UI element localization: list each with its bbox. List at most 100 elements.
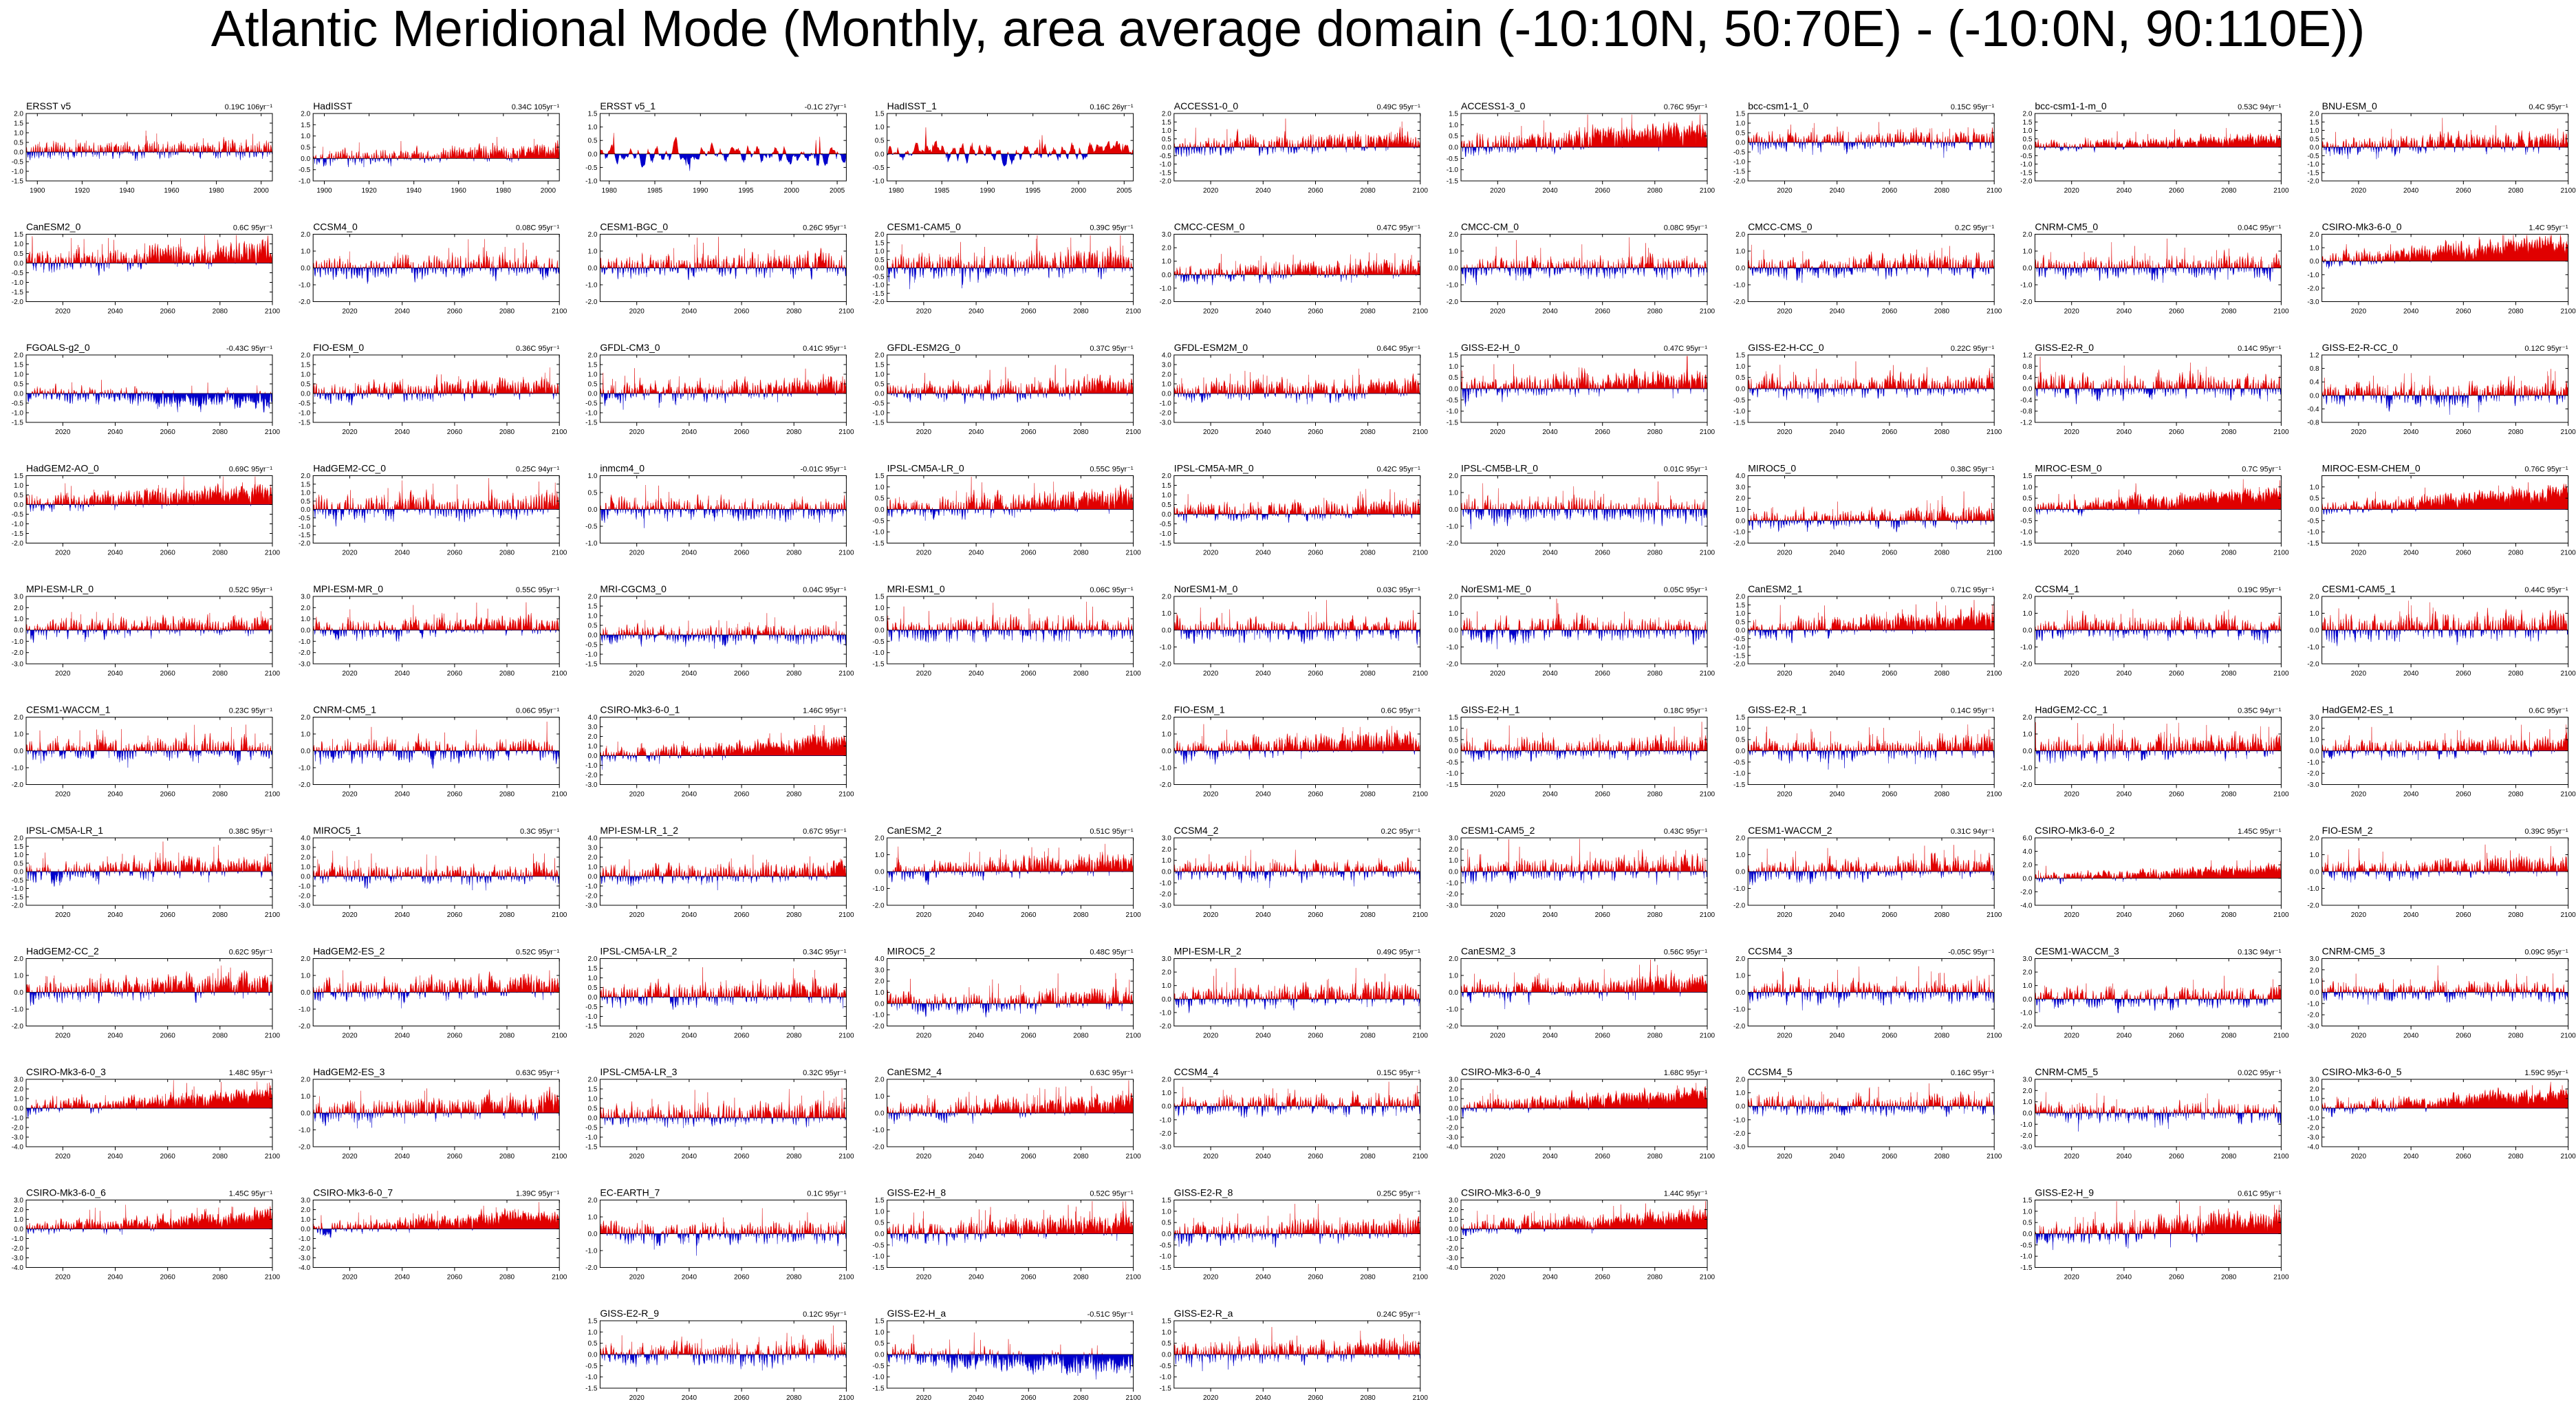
y-tick-label: 1.0 [875, 371, 885, 379]
y-tick-label: -1.0 [585, 651, 598, 659]
x-tick-label: 2040 [682, 1033, 697, 1040]
panel-trend: 0.49C 95yr⁻¹ [1377, 949, 1421, 957]
positive-anomaly-area [1173, 724, 1421, 752]
y-tick-label: -1.0 [1160, 1253, 1172, 1261]
panel-trend: 1.45C 95yr⁻¹ [229, 1190, 273, 1198]
y-tick-label: 0.0 [587, 753, 597, 760]
x-tick-label: 2040 [1255, 911, 1271, 919]
x-tick-label: 2040 [1255, 429, 1271, 436]
y-tick-label: 3.0 [1449, 835, 1458, 843]
x-tick-label: 2060 [1308, 1394, 1323, 1402]
chart-panel: CESM1-WACCM_2 0.31C 94yr⁻¹2.01.00.0-1.0-2… [1733, 825, 2002, 919]
positive-anomaly-area [26, 1080, 273, 1109]
x-tick-label: 2080 [213, 911, 228, 919]
y-tick-label: -0.5 [872, 164, 885, 172]
x-tick-label: 2100 [1125, 429, 1141, 436]
x-tick-label: 2100 [1700, 670, 1715, 678]
y-tick-label: 2.0 [587, 231, 597, 239]
panel-title: HadGEM2-ES_1 [2322, 704, 2394, 715]
chart-panel: CCSM4_1 0.19C 95yr⁻¹2.01.00.0-1.0-2.02020… [2020, 583, 2289, 678]
negative-anomaly-area [313, 508, 560, 527]
x-tick-label: 2060 [447, 308, 463, 316]
x-tick-label: 2020 [1490, 670, 1506, 678]
y-tick-label: -1.5 [2020, 169, 2033, 177]
x-tick-label: 2060 [2169, 187, 2185, 195]
x-tick-label: 2020 [2351, 308, 2367, 316]
x-tick-label: 2080 [2221, 670, 2237, 678]
x-tick-label: 2060 [2456, 911, 2471, 919]
x-tick-label: 2100 [552, 911, 567, 919]
y-tick-label: -1.5 [585, 1144, 598, 1152]
panel-trend: 0.67C 95yr⁻¹ [803, 828, 847, 836]
y-tick-label: 0.5 [875, 495, 885, 503]
y-tick-label: 2.0 [1162, 1077, 1171, 1084]
y-tick-label: 3.0 [587, 845, 597, 852]
panel-title: CNRM-CM5_5 [2035, 1066, 2098, 1077]
negative-anomaly-area [887, 871, 1134, 885]
panel-title: FIO-ESM_2 [2322, 825, 2373, 836]
y-tick-label: 1.0 [301, 248, 310, 256]
x-tick-label: 2040 [682, 1274, 697, 1282]
panel-trend: 0.15C 95yr⁻¹ [1377, 1069, 1421, 1077]
y-tick-label: 2.0 [2310, 966, 2319, 974]
y-tick-label: 2.0 [2310, 835, 2319, 843]
y-tick-label: -1.0 [2020, 644, 2033, 651]
y-tick-label: 0.0 [2310, 258, 2319, 266]
y-tick-label: -1.0 [585, 1134, 598, 1142]
x-tick-label: 2100 [838, 550, 854, 557]
x-tick-label: 2080 [213, 791, 228, 799]
y-tick-label: 1.0 [1162, 857, 1171, 865]
x-tick-label: 2020 [916, 429, 932, 436]
x-tick-label: 2040 [968, 429, 984, 436]
positive-anomaly-area [1173, 118, 1421, 148]
x-tick-label: 2080 [2221, 1153, 2237, 1160]
y-tick-label: 0.0 [1449, 265, 1458, 272]
x-tick-label: 2020 [629, 429, 645, 436]
panel-trend: 0.14C 95yr⁻¹ [1951, 707, 1995, 715]
y-tick-label: 1.0 [1735, 725, 1745, 733]
chart-panel: HadGEM2-CC_1 0.35C 94yr⁻¹2.01.00.0-1.0-2.… [2020, 704, 2289, 799]
x-tick-label: 2040 [1542, 187, 1558, 195]
y-tick-label: 1.0 [14, 1096, 23, 1103]
y-tick-label: 1.0 [2310, 127, 2319, 135]
y-tick-label: 2.0 [1162, 846, 1171, 854]
positive-anomaly-area [313, 602, 560, 631]
x-tick-label: 2020 [1203, 791, 1219, 799]
x-tick-label: 1940 [407, 187, 422, 195]
positive-anomaly-area [1173, 600, 1421, 631]
negative-anomaly-area [2035, 147, 2282, 153]
x-tick-label: 2060 [1308, 1274, 1323, 1282]
y-tick-label: -1.5 [12, 894, 24, 901]
positive-anomaly-area [1173, 1204, 1421, 1235]
x-tick-label: 2100 [2560, 791, 2576, 799]
y-tick-label: 0.0 [14, 869, 23, 876]
x-tick-label: 2100 [1987, 308, 2002, 316]
x-tick-label: 2080 [1934, 550, 1950, 557]
y-tick-label: -1.5 [872, 290, 885, 298]
x-tick-label: 2100 [838, 1394, 854, 1402]
panel-title: CCSM4_0 [313, 222, 358, 233]
y-tick-label: -1.0 [1733, 885, 1746, 893]
panel-trend: 0.63C 95yr⁻¹ [516, 1069, 560, 1077]
chart-panel: IPSL-CM5A-LR_3 0.32C 95yr⁻¹2.01.51.00.50.… [585, 1066, 854, 1160]
chart-panel: ACCESS1-3_0 0.76C 95yr⁻¹1.51.00.50.0-0.5-… [1447, 100, 1715, 195]
positive-anomaly-area [887, 973, 1134, 1004]
y-tick-label: 1.5 [1735, 714, 1745, 722]
y-tick-label: -1.0 [299, 282, 311, 290]
y-tick-label: 1.0 [1162, 1090, 1171, 1097]
x-tick-label: 2020 [2064, 308, 2080, 316]
x-tick-label: 2080 [499, 670, 515, 678]
y-tick-label: 2.0 [14, 714, 23, 722]
y-tick-label: 0.5 [1162, 136, 1171, 143]
x-tick-label: 2040 [395, 308, 411, 316]
y-tick-label: 0.0 [1735, 140, 1745, 147]
y-tick-label: -3.0 [299, 661, 311, 669]
y-tick-label: -2.0 [2020, 781, 2033, 789]
x-tick-label: 2060 [734, 1274, 750, 1282]
y-tick-label: 1.0 [875, 852, 885, 859]
y-tick-label: -1.5 [12, 289, 24, 296]
y-tick-label: -1.0 [1733, 159, 1746, 166]
chart-panel: CSIRO-Mk3-6-0_9 1.44C 95yr⁻¹3.02.01.00.0-… [1447, 1187, 1715, 1282]
positive-anomaly-area [2035, 722, 2282, 752]
x-tick-label: 2100 [838, 670, 854, 678]
